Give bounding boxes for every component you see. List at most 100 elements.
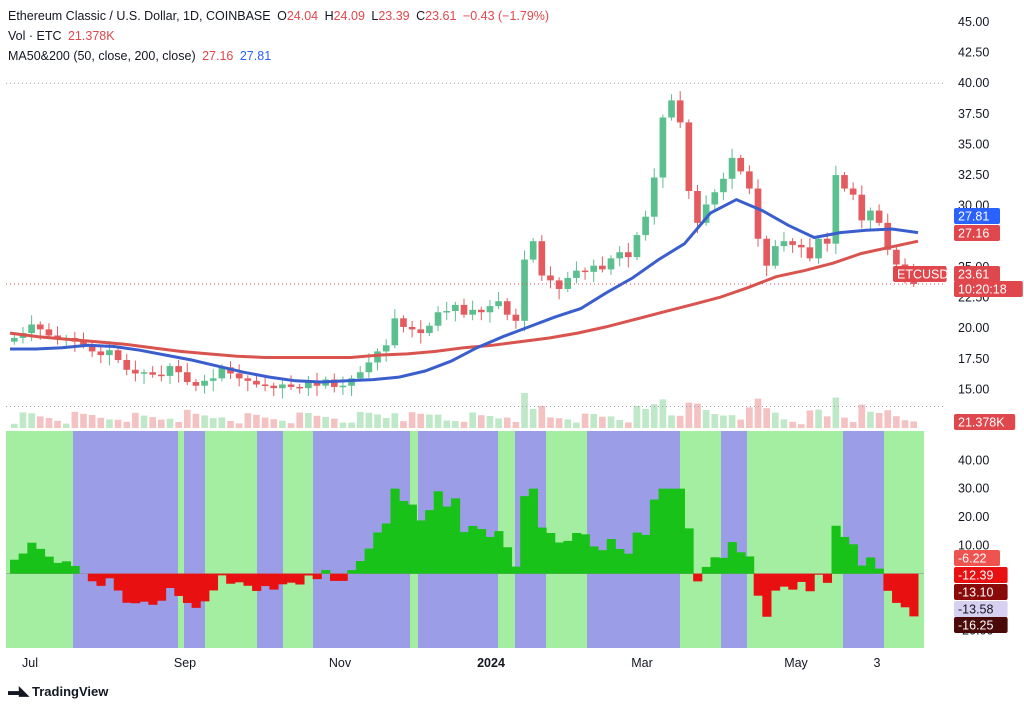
- oscillator-bar-negative: [182, 573, 193, 603]
- oscillator-bar-positive: [831, 525, 841, 574]
- volume-bar: [503, 417, 511, 428]
- volume-bar: [218, 417, 226, 428]
- volume-bar: [702, 410, 710, 428]
- price-tag-label: 27.81: [958, 210, 989, 224]
- volume-bar: [573, 422, 580, 428]
- candle-body: [408, 326, 416, 330]
- oscillator-bar-negative: [900, 573, 910, 608]
- oscillator-bar-positive: [684, 528, 694, 574]
- candle-body: [313, 382, 321, 386]
- tradingview-wordmark: TradingView: [32, 683, 109, 699]
- volume-bar: [400, 421, 407, 428]
- volume-label[interactable]: Vol · ETC: [8, 29, 62, 43]
- time-tick-label: Jul: [22, 656, 38, 670]
- candle-body: [45, 329, 53, 336]
- oscillator-bar-negative: [805, 573, 815, 592]
- candle-body: [676, 100, 684, 123]
- oscillator-bar-positive: [632, 532, 642, 574]
- volume-bar: [806, 410, 814, 428]
- candle-body: [365, 362, 373, 373]
- time-axis: Jul Sep Nov 2024 Mar May 3: [22, 656, 881, 670]
- volume-bar: [123, 421, 131, 428]
- oscillator-bar-negative: [157, 573, 167, 601]
- oscillator-tag-box: [954, 584, 1008, 600]
- oscillator-bar-positive: [502, 547, 513, 574]
- volume-bar: [616, 420, 623, 428]
- candle-body: [711, 192, 719, 205]
- chart-legend: Ethereum Classic / U.S. Dollar, 1D, COIN…: [8, 6, 549, 66]
- legend-ma-row: MA50&200 (50, close, 200, close) 27.16 2…: [8, 46, 549, 66]
- price-tick-label: 37.50: [958, 107, 989, 121]
- candle-body: [503, 301, 511, 315]
- oscillator-bar-negative: [693, 573, 703, 582]
- oscillator-bar-positive: [623, 553, 634, 574]
- volume-bar: [140, 415, 148, 428]
- candle-body: [720, 178, 727, 193]
- oscillator-bar-negative: [312, 573, 322, 580]
- candle-body: [460, 304, 468, 315]
- volume-bar: [443, 420, 451, 428]
- candle-body: [166, 366, 174, 376]
- oscillator-bar-negative: [260, 573, 270, 587]
- oscillator-bar-positive: [580, 534, 590, 574]
- oscillator-bar-positive: [416, 520, 426, 574]
- ma-label[interactable]: MA50&200 (50, close, 200, close): [8, 49, 196, 63]
- time-tick-label: 2024: [477, 656, 505, 670]
- symbol-title[interactable]: Ethereum Classic / U.S. Dollar, 1D, COIN…: [8, 9, 271, 23]
- oscillator-tag-box: [954, 617, 1008, 633]
- oscillator-bar-negative: [122, 573, 132, 603]
- volume-bar: [477, 415, 485, 428]
- volume-bar: [36, 416, 44, 428]
- price-tag-label: ETCUSD: [897, 268, 948, 282]
- oscillator-bar-negative: [909, 573, 919, 617]
- oscillator-bar-negative: [174, 573, 184, 596]
- volume-bar: [728, 415, 736, 428]
- candle-body: [477, 309, 485, 313]
- oscillator-tick-label: 30.00: [958, 482, 989, 496]
- oscillator-bar-negative: [252, 573, 262, 591]
- price-tick-label: 15.00: [958, 382, 989, 396]
- oscillator-tag-box: [954, 601, 1008, 617]
- oscillator-tag-label: -12.39: [958, 569, 993, 583]
- candle-body: [624, 252, 632, 258]
- candle-body: [590, 265, 598, 272]
- candle-body: [114, 350, 122, 360]
- volume-bar: [382, 418, 390, 428]
- volume-bar: [512, 422, 520, 428]
- candle-body: [581, 270, 589, 273]
- oscillator-zone-bull: [178, 431, 184, 648]
- volume-bar: [650, 404, 658, 428]
- oscillator-bar-negative: [304, 573, 314, 576]
- oscillator-zone-bull: [205, 431, 257, 648]
- oscillator-bar-positive: [511, 566, 521, 574]
- oscillator-bar-negative: [191, 573, 201, 608]
- moving-averages: [6, 82, 944, 408]
- price-tag-label: 27.16: [958, 227, 989, 241]
- oscillator-bar-positive: [745, 556, 755, 574]
- volume-bar: [668, 415, 675, 428]
- oscillator-bar-positive: [27, 542, 37, 574]
- price-tag-box: [954, 414, 1016, 430]
- candle-body: [192, 382, 200, 386]
- candle-body: [841, 175, 848, 189]
- candle-body: [763, 238, 770, 266]
- candle-body: [832, 175, 840, 244]
- volume-bar: [720, 415, 727, 428]
- candle-body: [382, 345, 390, 352]
- volume-bar: [253, 414, 260, 428]
- oscillator-bar-negative: [165, 573, 175, 588]
- volume-bar: [88, 415, 96, 428]
- close-value: 23.61: [425, 9, 457, 23]
- volume-bar: [763, 408, 770, 428]
- volume-bar: [599, 416, 606, 428]
- volume-bar: [711, 414, 719, 428]
- oscillator-bar-negative: [329, 573, 340, 581]
- volume-bar: [365, 412, 373, 428]
- candle-body: [356, 372, 364, 379]
- low-label: L: [371, 9, 379, 23]
- oscillator-bar-positive: [528, 488, 539, 574]
- tradingview-logo[interactable]: ▬◣ TradingView: [8, 683, 108, 699]
- volume-bar: [521, 393, 528, 428]
- volume-bar: [175, 422, 182, 428]
